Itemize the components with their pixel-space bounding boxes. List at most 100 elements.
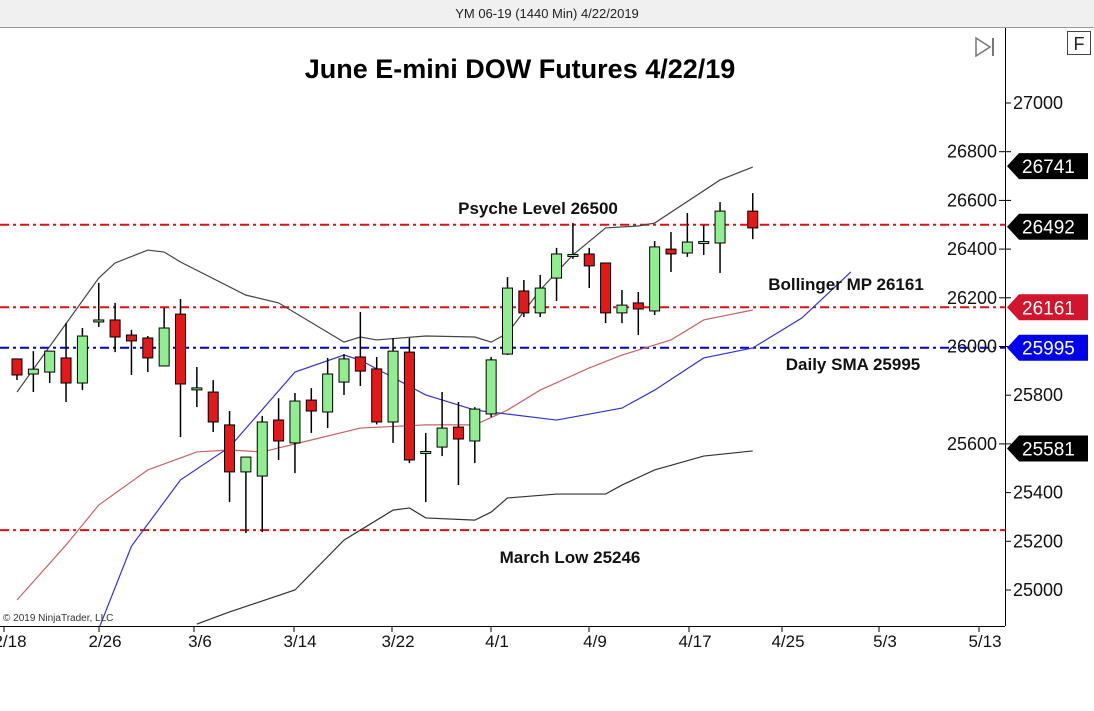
candle-body <box>109 319 121 338</box>
candle-body <box>27 368 39 375</box>
candle <box>27 351 39 393</box>
f-button[interactable]: F <box>1067 31 1091 55</box>
candle-body <box>44 350 56 373</box>
candle <box>273 398 285 460</box>
candle-body <box>354 356 366 372</box>
candle-body <box>191 387 203 391</box>
candle-body <box>224 424 236 473</box>
candle <box>387 337 399 443</box>
candle <box>567 223 579 259</box>
candle <box>11 358 23 381</box>
candle <box>240 456 252 534</box>
candle <box>420 432 432 503</box>
y-tick-label: 26000 <box>947 337 997 357</box>
candle <box>485 356 497 418</box>
candle-body <box>469 408 481 442</box>
skip-to-end-icon[interactable] <box>975 36 994 58</box>
candle <box>76 327 88 391</box>
candle <box>158 308 170 367</box>
y-tick-label: 25800 <box>1013 385 1063 405</box>
candle-body <box>125 334 137 342</box>
candle <box>93 282 105 328</box>
price-tag: 26492 <box>1007 213 1088 240</box>
candle-body <box>649 246 661 312</box>
y-tick-label: 26600 <box>947 190 997 210</box>
candle-body <box>600 262 612 314</box>
candle-body <box>485 359 497 415</box>
candle <box>256 415 268 533</box>
x-tick-label: 5/3 <box>873 632 897 651</box>
candle <box>747 193 759 240</box>
candle-body <box>60 357 72 384</box>
candle <box>518 280 530 318</box>
candle <box>371 356 383 425</box>
price-tag-shape <box>1007 294 1088 321</box>
y-tick-label: 26800 <box>947 142 997 162</box>
candle-body <box>551 253 563 279</box>
candle <box>305 388 317 433</box>
candle <box>616 290 628 324</box>
x-tick-label: 4/17 <box>678 632 711 651</box>
candle <box>436 392 448 457</box>
price-tag-label: 25581 <box>1022 440 1075 461</box>
bollinger-lower-line <box>196 450 753 625</box>
x-tick-label: 3/14 <box>283 632 316 651</box>
plot-area[interactable]: Psyche Level 26500 Bollinger MP 26161 Dail… <box>0 166 1005 629</box>
price-tag-shape <box>1007 334 1088 361</box>
chart-title: June E-mini DOW Futures 4/22/19 <box>305 54 736 84</box>
x-tick-label: 2/26 <box>88 632 121 651</box>
copyright: © 2019 NinjaTrader, LLC <box>3 613 113 624</box>
candle-body <box>518 290 530 314</box>
chart-header: YM 06-19 (1440 Min) 4/22/2019 <box>455 6 639 21</box>
y-tick-label: 25600 <box>947 434 997 454</box>
y-tick-label: 27000 <box>1013 93 1063 113</box>
candle-body <box>175 313 186 385</box>
candle-body <box>681 241 693 254</box>
candle <box>322 357 334 429</box>
candle <box>125 329 137 375</box>
candle-body <box>747 210 759 229</box>
candle <box>338 354 350 395</box>
candle <box>551 247 563 301</box>
time-axis[interactable]: 2/18 2/26 3/6 3/14 3/22 4/1 4/9 4/17 4/25 5/3 5/13 <box>0 626 1002 651</box>
level-label: Psyche Level 26500 <box>458 199 618 218</box>
candle-body <box>76 335 88 384</box>
candle-body <box>567 253 579 257</box>
candle <box>681 213 693 257</box>
candle-body <box>256 421 268 477</box>
candle-body <box>583 253 595 267</box>
candle-body <box>240 456 252 473</box>
candle <box>714 202 726 273</box>
candle <box>142 336 154 373</box>
candle-body <box>452 426 464 440</box>
x-tick-label: 4/25 <box>771 632 804 651</box>
candle <box>60 323 72 403</box>
candle-body <box>93 319 105 323</box>
price-tags: 26741 26492 26161 25995 25581 <box>1007 153 1088 462</box>
price-tag-shape <box>1007 213 1088 240</box>
level-label: March Low 25246 <box>500 548 641 567</box>
price-axis[interactable]: 27000 26800 26600 26400 26200 26000 25800 25600… <box>947 93 1063 600</box>
candle-body <box>714 210 726 244</box>
candle-body <box>534 287 546 314</box>
candle <box>289 393 301 474</box>
price-tag-label: 26492 <box>1022 218 1075 239</box>
candle <box>403 337 415 464</box>
candle-body <box>338 358 350 383</box>
price-tag: 26741 <box>1007 153 1088 180</box>
candle <box>354 311 366 386</box>
price-tag-shape <box>1007 153 1088 180</box>
sma-line <box>99 271 852 626</box>
candle-body <box>436 427 448 448</box>
x-tick-label: 5/13 <box>968 632 1001 651</box>
candle <box>698 224 710 255</box>
candle <box>109 302 121 353</box>
level-label: Bollinger MP 26161 <box>768 275 924 294</box>
candle-body <box>289 400 301 444</box>
y-tick-label: 25200 <box>1013 531 1063 551</box>
header-bar <box>0 0 1094 27</box>
candle-body <box>158 327 170 367</box>
candle <box>534 274 546 318</box>
price-tag: 26161 <box>1007 294 1088 321</box>
